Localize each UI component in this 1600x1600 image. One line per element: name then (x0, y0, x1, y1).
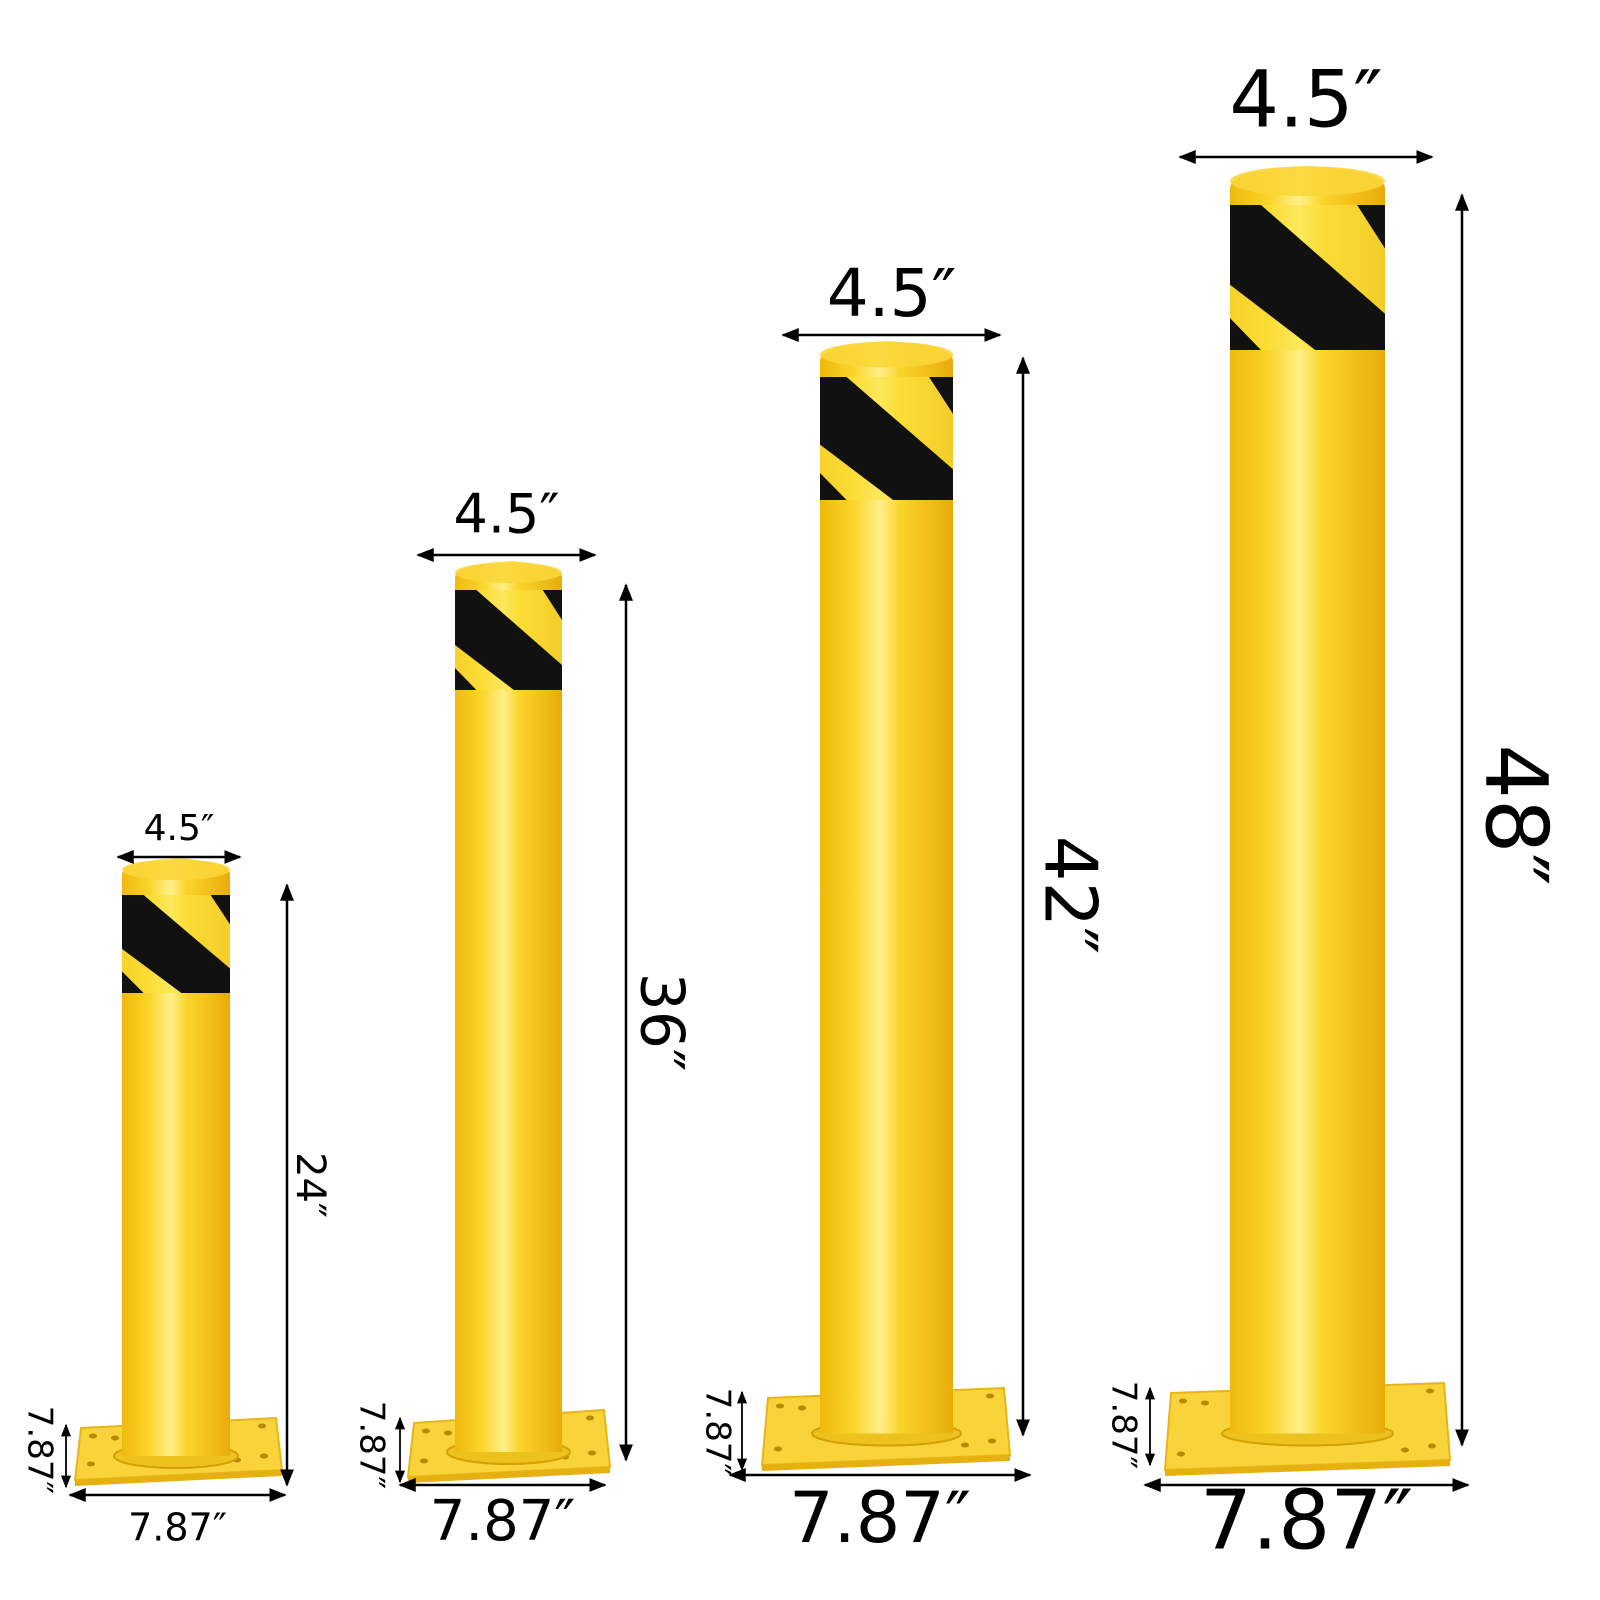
pole (1230, 166, 1385, 1434)
diameter-label: 4.5″ (1229, 55, 1382, 145)
plate-depth-label: 7.87″ (698, 1388, 738, 1476)
plate-depth-label: 7.87″ (1104, 1381, 1144, 1469)
black-stripe (820, 377, 953, 500)
bolt-hole (420, 1458, 428, 1464)
bolt-hole (422, 1428, 430, 1434)
base-plate-edge (762, 1455, 1010, 1471)
black-stripe (542, 590, 562, 620)
bollard-4: 4.5″ 48″ 7.87″ 7.87″ (1104, 55, 1566, 1568)
black-stripe (122, 895, 230, 993)
pole-cap (122, 859, 230, 881)
base-plate-edge (1165, 1460, 1450, 1476)
black-stripe (929, 377, 953, 414)
height-label: 42″ (1028, 836, 1112, 955)
black-stripe (122, 971, 144, 993)
diameter-label: 4.5″ (453, 483, 559, 546)
black-stripe (210, 895, 230, 925)
plate-depth-label: 7.87″ (352, 1401, 392, 1489)
bollard-2: 4.5″ 36″ 7.87″ 7.87″ (352, 483, 697, 1555)
bolt-hole (1428, 1443, 1436, 1449)
bolt-hole (89, 1433, 97, 1439)
pole-cap (1230, 166, 1385, 197)
pole (820, 341, 953, 1434)
bolt-hole (1177, 1451, 1185, 1457)
bolt-hole (1426, 1388, 1434, 1394)
plate-width-label: 7.87″ (430, 1489, 576, 1554)
bolt-hole (586, 1415, 594, 1421)
bolt-hole (1179, 1398, 1187, 1404)
black-stripe (1357, 205, 1385, 249)
height-label: 48″ (1466, 744, 1566, 886)
bolt-hole (961, 1442, 969, 1448)
plate-width-label: 7.87″ (128, 1506, 227, 1550)
bolt-hole (988, 1438, 996, 1444)
bolt-hole (87, 1461, 95, 1467)
bolt-hole (798, 1405, 806, 1411)
pole-cap (820, 341, 953, 368)
bolt-hole (1201, 1400, 1209, 1406)
base-plate-edge (75, 1470, 282, 1486)
diameter-label: 4.5″ (827, 255, 957, 332)
bolt-hole (111, 1435, 119, 1441)
bolt-hole (444, 1430, 452, 1436)
bolt-hole (260, 1453, 268, 1459)
bollard-1: 4.5″ 24″ 7.87″ 7.87″ (20, 808, 334, 1550)
black-stripe (820, 472, 847, 500)
bolt-hole (776, 1403, 784, 1409)
plate-width-label: 7.87″ (1200, 1473, 1413, 1568)
height-label: 36″ (626, 973, 696, 1072)
height-label: 24″ (287, 1152, 333, 1218)
pole (455, 561, 562, 1452)
black-stripe (1230, 205, 1385, 350)
bolt-hole (986, 1393, 994, 1399)
plate-depth-label: 7.87″ (20, 1406, 60, 1494)
bolt-hole (588, 1450, 596, 1456)
pole-cap (455, 562, 562, 583)
diameter-label: 4.5″ (144, 808, 215, 849)
plate-width-label: 7.87″ (789, 1477, 971, 1559)
black-stripe (1230, 318, 1261, 350)
bolt-hole (258, 1423, 266, 1429)
black-stripe (455, 668, 477, 690)
bollard-3: 4.5″ 42″ 7.87″ 7.87″ (698, 255, 1113, 1559)
bolt-hole (1401, 1447, 1409, 1453)
bolt-hole (774, 1446, 782, 1452)
pole (122, 858, 230, 1456)
black-stripe (455, 590, 562, 690)
